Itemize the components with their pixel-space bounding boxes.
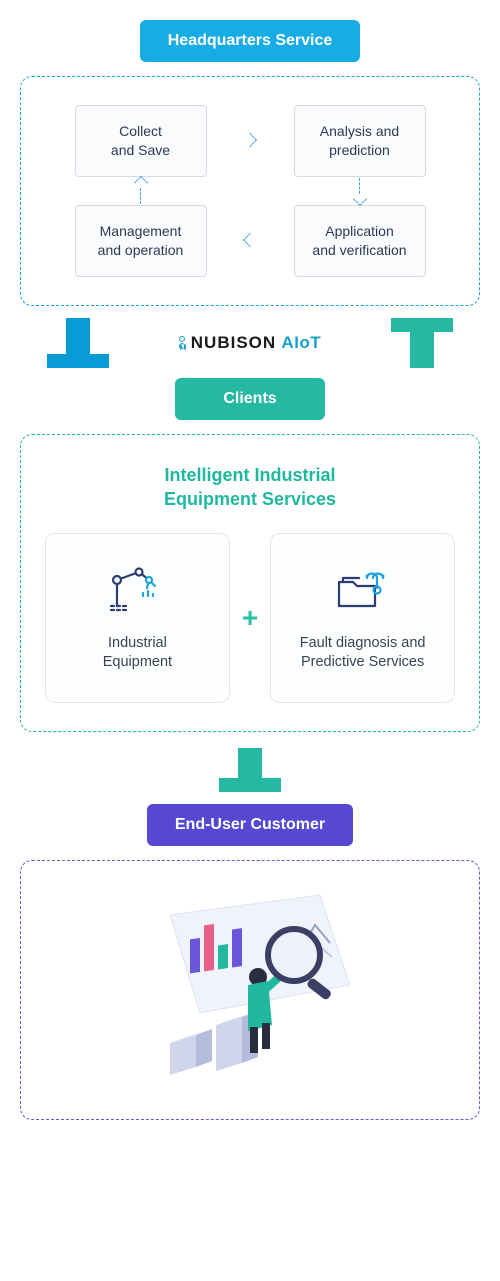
connector-hq-clients: NUBISON AIoT [20, 318, 480, 368]
cycle-arrow-up [136, 178, 146, 204]
hq-panel: Collectand Save Analysis andprediction M… [20, 76, 480, 306]
brand-mark-icon [179, 336, 185, 349]
cycle-box-application: Applicationand verification [294, 205, 426, 277]
arrow-clients-to-end [20, 748, 480, 792]
card-label: Fault diagnosis andPredictive Services [300, 634, 426, 673]
clients-badge: Clients [175, 378, 324, 420]
cycle-box-analysis: Analysis andprediction [294, 105, 426, 177]
folder-stethoscope-icon [331, 566, 395, 618]
card-label: IndustrialEquipment [103, 634, 172, 673]
hq-badge: Headquarters Service [140, 20, 361, 62]
robot-arm-icon [107, 566, 167, 618]
card-industrial-equipment: IndustrialEquipment [45, 533, 230, 703]
cycle-box-management: Managementand operation [75, 205, 207, 277]
cycle-arrow-left [245, 232, 255, 250]
card-fault-diagnosis: Fault diagnosis andPredictive Services [270, 533, 455, 703]
cycle-arrow-down [355, 178, 365, 204]
brand-logo: NUBISON AIoT [179, 333, 321, 353]
end-user-panel [20, 860, 480, 1120]
clients-title: Intelligent IndustrialEquipment Services [45, 463, 455, 512]
arrow-down-icon [66, 318, 90, 368]
cycle-arrow-right [245, 132, 255, 150]
cycle-box-collect: Collectand Save [75, 105, 207, 177]
analytics-illustration [130, 885, 370, 1095]
end-user-badge: End-User Customer [147, 804, 353, 846]
plus-icon: + [242, 602, 258, 634]
arrow-up-icon [410, 318, 434, 368]
clients-panel: Intelligent IndustrialEquipment Services… [20, 434, 480, 733]
